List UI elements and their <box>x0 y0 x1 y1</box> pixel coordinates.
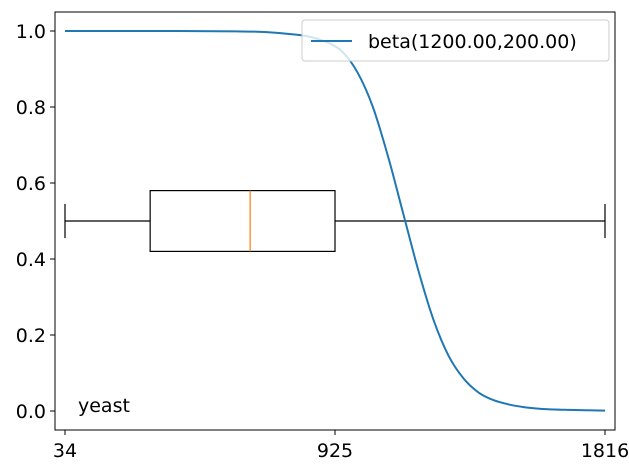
y-tick-label: 1.0 <box>16 21 46 43</box>
y-tick-label: 0.2 <box>16 325 46 347</box>
legend: beta(1200.00,200.00) <box>301 19 610 62</box>
annotation-label: yeast <box>78 395 130 417</box>
x-tick-label: 925 <box>317 440 353 462</box>
series-line-0 <box>65 29 606 412</box>
y-tick-label: 0.6 <box>16 173 46 195</box>
plot-area <box>64 29 606 412</box>
boxplot-box <box>149 190 336 253</box>
legend-label: beta(1200.00,200.00) <box>368 31 577 53</box>
y-tick-label: 0.4 <box>16 249 46 271</box>
y-tick-label: 0.8 <box>16 97 46 119</box>
x-tick-label: 1816 <box>581 440 629 462</box>
legend-box <box>301 19 610 62</box>
x-tick-label: 34 <box>53 440 77 462</box>
y-axis: 0.0 0.2 0.4 0.6 0.8 1.0 <box>16 21 55 423</box>
y-tick-label: 0.0 <box>16 401 46 423</box>
x-axis: 34 925 1816 <box>53 430 629 462</box>
